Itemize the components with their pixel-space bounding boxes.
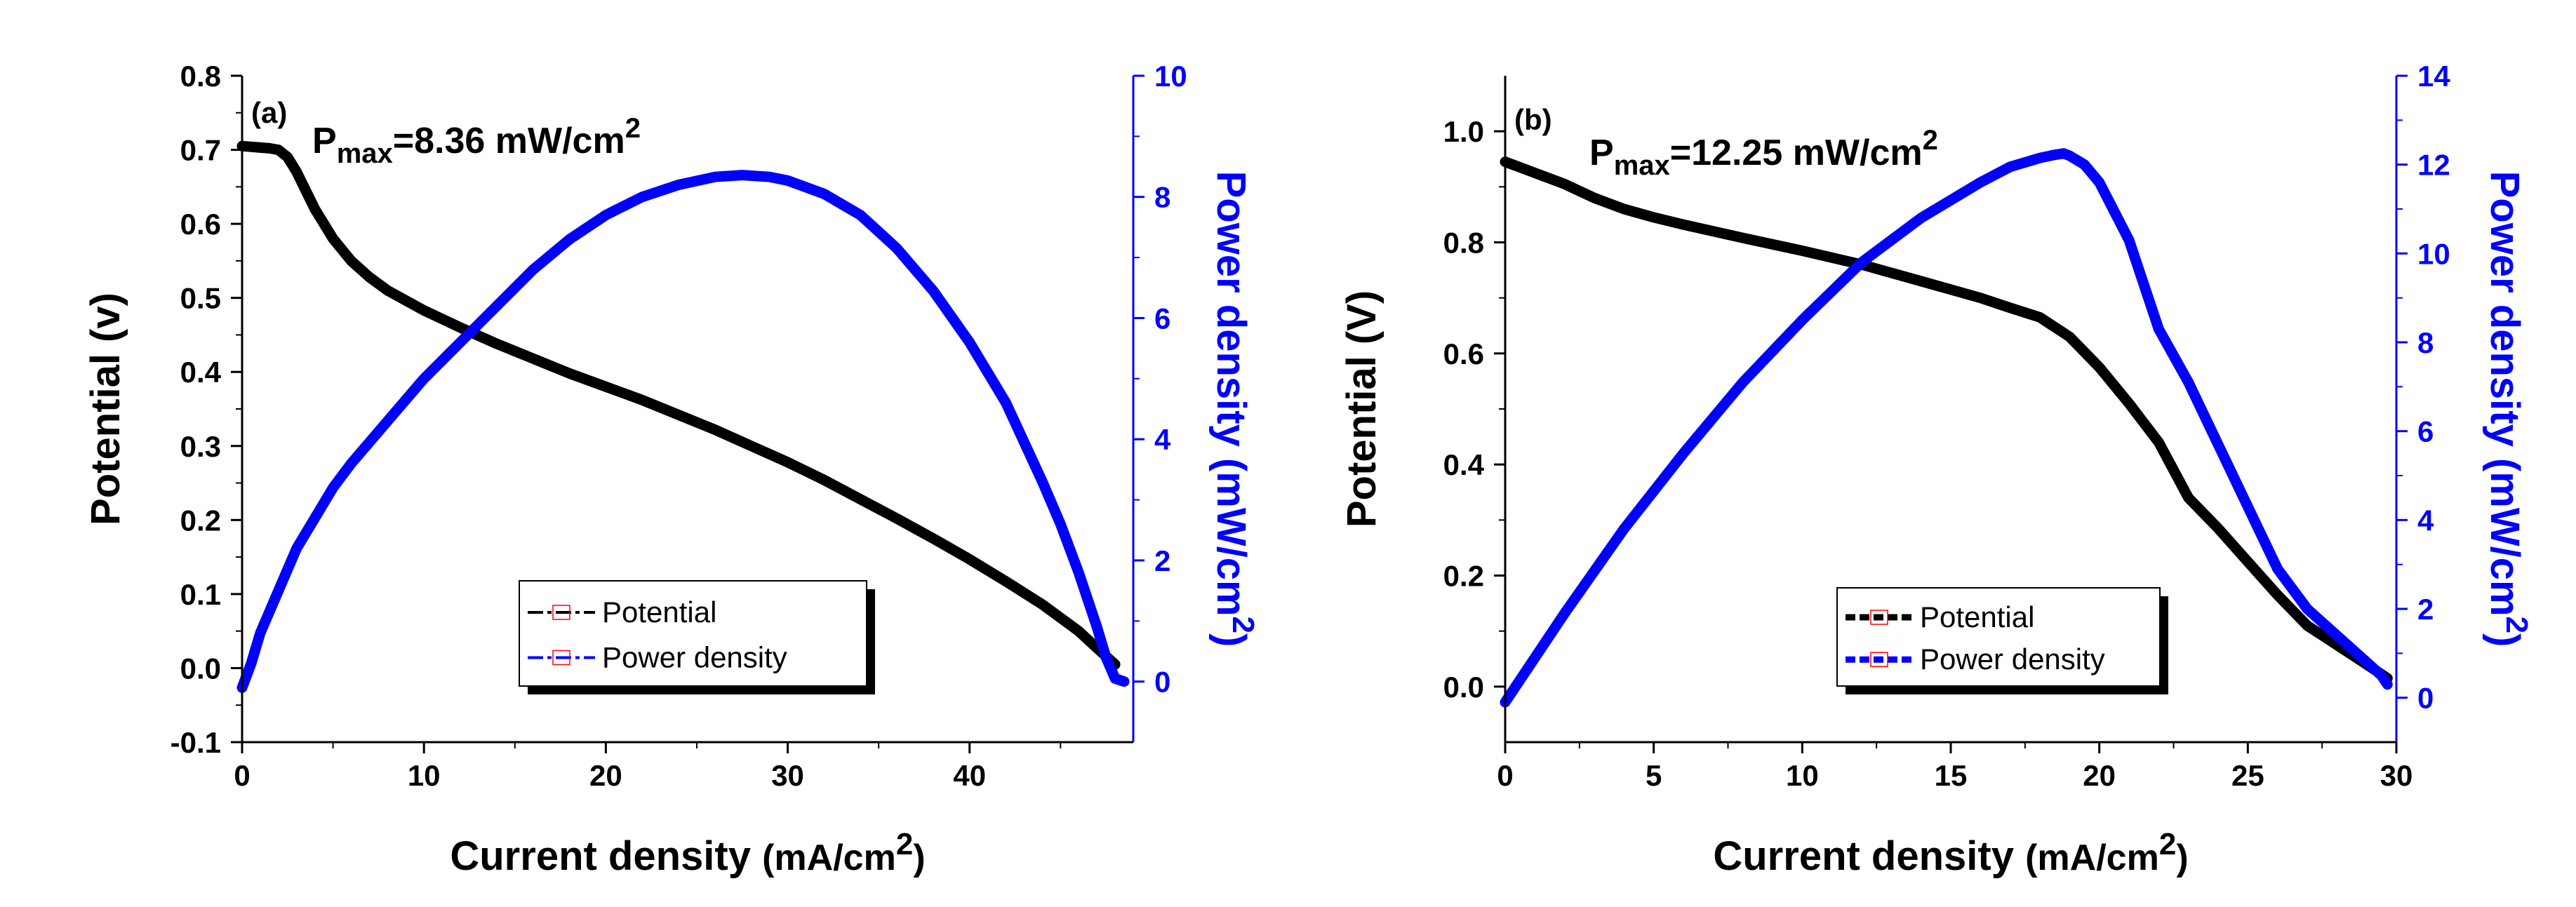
x-title-close: ) (2176, 838, 2188, 878)
y-left-tick-label: 0.2 (180, 504, 221, 537)
y-left-tick-label: 0.0 (180, 652, 221, 685)
legend-swatch-marker (552, 650, 570, 666)
y-right-tick-label: 6 (1154, 302, 1170, 335)
panel-a-x-title: Current density (mA/cm2) (450, 827, 925, 879)
panel-b: 0 5 10 15 20 25 30 0.0 0.2 0.4 0.6 0.8 1.0 0 2 4 6 8 10 12 1… (1339, 60, 2534, 879)
y-right-tick-label: 14 (2417, 60, 2450, 93)
y-right-tick-label: 8 (1154, 181, 1170, 214)
x-title-unit: (mA/cm (762, 838, 896, 878)
y-left-tick-label: 0.4 (180, 356, 222, 389)
panel-a-plot-area: 0 10 20 30 40-0.10.00.10.20.30.40.50.60.70.8… (171, 60, 1187, 792)
y-left-tick-label: 0.7 (180, 134, 221, 167)
y-left-tick-label: 1.0 (1443, 115, 1484, 148)
legend-box (1836, 587, 2161, 687)
panel-a: 0 10 20 30 40-0.10.00.10.20.30.40.50.60.70.8… (83, 60, 1260, 879)
legend-label-potential: Potential (602, 596, 716, 629)
x-tick-label: 40 (953, 759, 986, 792)
panel-b-legend: Potential Power density (1836, 587, 2168, 694)
pmax-sub: max (337, 138, 393, 169)
panel-b-plot-area: 0 5 10 15 20 25 30 0.0 0.2 0.4 0.6 0.8 1.0 0 2 4 6 8 10 12 1… (1443, 60, 2451, 792)
panel-b-pmax-annotation: Pmax=12.25 mW/cm2 (1589, 125, 1938, 181)
panel-b-y-right-title: Power density (mW/cm2) (2482, 171, 2534, 647)
pmax-sup: 2 (1923, 125, 1938, 156)
legend-label-power-density: Power density (1920, 643, 2105, 676)
y-right-tick-label: 6 (2417, 415, 2434, 448)
y-right-tick-label: 2 (2417, 593, 2434, 626)
x-tick-label: 30 (771, 759, 804, 792)
panel-b-label: (b) (1514, 103, 1552, 136)
y-left-tick-label: 0.2 (1443, 560, 1484, 593)
y-right-main: Power density (mW/cm (1208, 171, 1254, 617)
y-left-tick-label: 0.8 (1443, 227, 1484, 260)
y-right-tick-label: 12 (2417, 149, 2450, 182)
legend-swatch-marker (552, 605, 570, 620)
x-title-sup: 2 (2159, 827, 2176, 861)
x-title-close: ) (913, 838, 925, 878)
x-title-unit: (mA/cm (2025, 838, 2159, 878)
y-right-close: ) (1208, 633, 1254, 647)
legend-swatch-marker (1870, 652, 1888, 667)
x-tick-label: 10 (1786, 759, 1819, 792)
panel-a-pmax-annotation: Pmax=8.36 mW/cm2 (312, 113, 641, 169)
y-left-tick-label: 0.6 (1443, 337, 1484, 370)
y-right-tick-label: 2 (1154, 544, 1170, 577)
legend-label-potential: Potential (1920, 600, 2034, 633)
y-right-tick-label: 4 (2417, 504, 2434, 537)
pmax-p: P (1589, 133, 1614, 173)
x-tick-label: 10 (408, 759, 441, 792)
legend-label-power-density: Power density (602, 641, 787, 674)
y-right-main: Power density (mW/cm (2482, 171, 2528, 617)
x-tick-label: 25 (2231, 759, 2264, 792)
y-right-tick-label: 10 (1154, 60, 1187, 93)
panel-a-y-left-title: Potential (v) (83, 293, 128, 525)
y-left-tick-label: 0.5 (180, 282, 221, 315)
x-title-main: Current density (450, 833, 762, 879)
y-left-tick-label: 0.8 (180, 60, 221, 93)
series-line-power-density (1500, 148, 2393, 708)
pmax-sub: max (1614, 150, 1670, 181)
y-right-sup: 2 (2500, 617, 2534, 633)
pmax-p: P (312, 121, 337, 161)
legend-swatch-marker (1870, 610, 1888, 625)
panel-b-y-left-title: Potential (V) (1339, 290, 1384, 528)
series-line-power-density (236, 170, 1130, 693)
y-left-tick-label: -0.1 (171, 726, 221, 759)
pmax-sup: 2 (625, 113, 641, 144)
y-left-tick-label: 0.0 (1443, 671, 1484, 704)
pmax-value: =8.36 mW/cm (393, 121, 625, 161)
series-line-potential (236, 140, 1121, 670)
pmax-value: =12.25 mW/cm (1670, 133, 1923, 173)
x-tick-label: 0 (1497, 759, 1513, 792)
y-left-tick-label: 0.4 (1443, 448, 1485, 481)
y-right-tick-label: 8 (2417, 326, 2434, 359)
y-left-tick-label: 0.1 (180, 578, 221, 611)
y-right-tick-label: 4 (1154, 423, 1171, 456)
y-right-close: ) (2482, 633, 2528, 647)
y-left-tick-label: 0.6 (180, 208, 221, 241)
x-title-main: Current density (1713, 833, 2025, 879)
x-title-sup: 2 (896, 827, 913, 861)
y-right-tick-label: 10 (2417, 237, 2450, 270)
y-right-tick-label: 0 (1154, 666, 1170, 699)
panel-a-legend: Potential Power density (519, 580, 875, 694)
series-line-potential (1500, 156, 2393, 684)
x-tick-label: 20 (589, 759, 622, 792)
y-right-tick-label: 0 (2417, 682, 2434, 715)
y-left-tick-label: 0.3 (180, 430, 221, 463)
x-tick-label: 20 (2083, 759, 2116, 792)
x-tick-label: 15 (1935, 759, 1968, 792)
x-tick-label: 0 (234, 759, 250, 792)
panel-a-label: (a) (251, 96, 287, 129)
y-right-sup: 2 (1226, 617, 1260, 633)
x-tick-label: 30 (2380, 759, 2413, 792)
x-tick-label: 5 (1646, 759, 1662, 792)
panel-b-x-title: Current density (mA/cm2) (1713, 827, 2188, 879)
panel-a-y-right-title: Power density (mW/cm2) (1208, 171, 1260, 647)
legend-box (519, 580, 867, 687)
